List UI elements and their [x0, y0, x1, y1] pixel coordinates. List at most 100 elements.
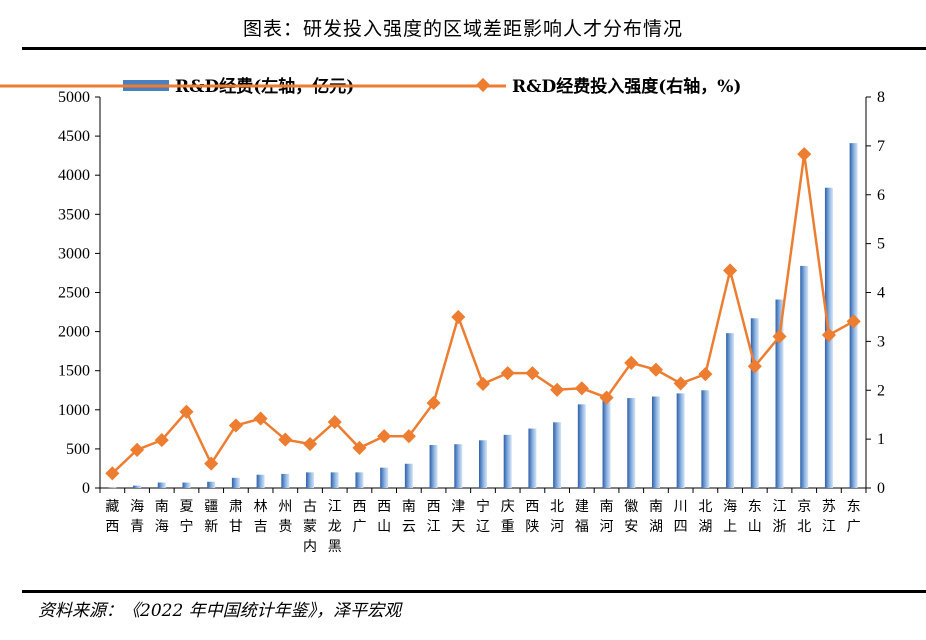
bar	[602, 398, 611, 488]
line-point	[574, 381, 589, 396]
right-tick-label: 3	[877, 333, 885, 350]
category-char: 山	[377, 519, 391, 535]
chart-title: 图表：研发投入强度的区域差距影响人才分布情况	[242, 18, 683, 40]
right-tick-label: 7	[877, 138, 885, 155]
right-tick-label: 1	[877, 431, 885, 448]
intensity-line	[111, 154, 855, 475]
line-point	[105, 466, 120, 481]
category-char: 南	[155, 499, 169, 515]
category-char: 广	[352, 519, 366, 535]
right-tick-label: 4	[877, 285, 885, 302]
bar	[256, 474, 265, 488]
category-char: 藏	[105, 499, 119, 515]
category-char: 西	[105, 519, 119, 535]
category-char: 苏	[822, 499, 836, 515]
left-tick-label: 1500	[58, 363, 90, 380]
line-point	[451, 309, 466, 325]
line-point	[500, 366, 515, 381]
category-char: 天	[451, 519, 465, 535]
category-char: 上	[723, 519, 737, 535]
bar	[182, 482, 191, 488]
left-tick-label: 500	[66, 441, 90, 458]
category-char: 海	[155, 519, 169, 535]
category-char: 海	[130, 499, 144, 515]
category-char: 林	[254, 499, 268, 515]
bar	[380, 467, 389, 488]
category-char: 北	[550, 499, 564, 515]
line-point	[723, 263, 738, 278]
left-tick-label: 1000	[58, 402, 90, 419]
bar	[133, 485, 142, 488]
left-tick-label: 0	[82, 480, 90, 497]
right-tick-label: 2	[877, 382, 885, 399]
bar	[651, 396, 660, 488]
category-char: 庆	[501, 499, 515, 515]
category-char: 云	[402, 519, 416, 535]
right-tick-label: 5	[877, 236, 885, 253]
right-tick-label: 0	[877, 480, 885, 497]
category-char: 北	[797, 519, 811, 535]
bar	[207, 481, 216, 488]
category-char: 古	[303, 499, 317, 515]
category-char: 川	[674, 499, 688, 515]
category-char: 州	[278, 499, 292, 515]
bar	[553, 422, 562, 488]
category-char: 甘	[229, 519, 243, 535]
left-tick-label: 2000	[58, 324, 90, 341]
line-point	[352, 440, 367, 455]
line-point	[129, 442, 145, 457]
category-char: 河	[550, 519, 564, 535]
bar	[231, 477, 240, 488]
bar	[404, 463, 413, 488]
source-note: 资料来源：《2022 年中国统计年鉴》，泽平宏观	[38, 601, 402, 621]
bar	[306, 472, 315, 488]
category-char: 海	[723, 499, 737, 515]
right-tick-label: 6	[877, 187, 885, 204]
bar-series	[108, 143, 858, 489]
category-char: 湖	[698, 519, 712, 535]
category-char: 山	[748, 519, 762, 535]
category-char: 江	[822, 519, 836, 535]
category-char: 黑	[328, 539, 342, 555]
left-tick-label: 2500	[58, 285, 90, 302]
category-char: 京	[797, 499, 811, 515]
bar	[775, 299, 784, 488]
left-tick-label: 4500	[58, 128, 90, 145]
category-char: 贵	[278, 519, 292, 535]
legend: R&D经费(左轴，亿元) R&D经费投入强度(右轴，%)	[0, 76, 741, 97]
line-point	[401, 429, 416, 444]
category-char: 东	[847, 499, 861, 515]
bar	[701, 390, 710, 488]
chart: R&D经费(左轴，亿元) R&D经费投入强度(右轴，%) 05001000150…	[0, 76, 885, 555]
line-point	[426, 395, 441, 411]
category-char: 宁	[476, 498, 490, 515]
line-point	[599, 390, 614, 405]
category-char: 肃	[229, 499, 243, 515]
line-point	[179, 404, 194, 419]
category-char: 广	[847, 519, 861, 535]
category-char: 西	[427, 499, 441, 515]
top-rule	[22, 47, 926, 50]
line-point	[772, 329, 787, 344]
category-char: 津	[451, 499, 465, 515]
bar	[800, 265, 809, 488]
legend-line-marker	[475, 77, 491, 93]
category-char: 龙	[328, 519, 342, 535]
category-char: 重	[501, 519, 515, 535]
bar	[157, 482, 166, 488]
left-tick-label: 4000	[58, 167, 90, 184]
line-point	[846, 314, 861, 329]
category-char: 南	[600, 499, 614, 515]
category-char: 福	[575, 519, 589, 535]
line-point	[327, 414, 342, 430]
category-char: 浙	[773, 519, 787, 535]
category-char: 东	[748, 499, 762, 515]
bottom-rule	[22, 590, 926, 593]
category-char: 徽	[624, 499, 638, 515]
line-series	[105, 147, 861, 481]
category-char: 西	[352, 499, 366, 515]
left-tick-label: 3500	[58, 206, 90, 223]
line-point	[475, 376, 491, 391]
category-char: 西	[525, 499, 539, 515]
legend-line-label: R&D经费投入强度(右轴，%)	[512, 76, 741, 97]
